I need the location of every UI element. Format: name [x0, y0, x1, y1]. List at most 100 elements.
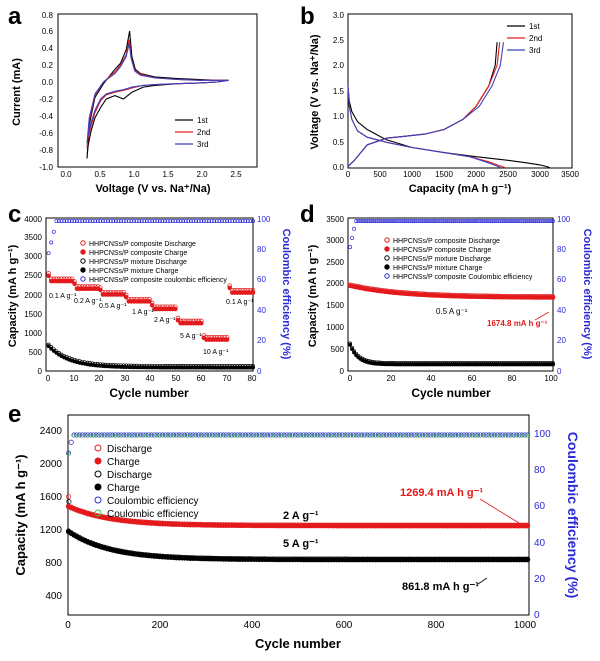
- legend-marker: [384, 255, 390, 261]
- coulombic-efficiency-point: [382, 219, 387, 224]
- coulombic-efficiency-point-alt: [238, 433, 242, 438]
- y-tick-b: 2.5: [333, 36, 345, 45]
- x-axis-label-e: Cycle number: [255, 636, 341, 651]
- rate-label-2A: 2 A g⁻¹: [283, 510, 319, 522]
- y2-tick-e: 20: [534, 574, 546, 585]
- series-group-a: [86, 30, 229, 159]
- y-tick-b: 2.0: [333, 61, 345, 70]
- coulombic-efficiency-point-alt: [105, 433, 110, 438]
- final-capacity-5A: 861.8 mA h g⁻¹: [402, 581, 479, 593]
- coulombic-efficiency-point: [229, 432, 235, 438]
- coulombic-efficiency-point: [217, 219, 222, 224]
- series-group-d: [347, 219, 556, 367]
- coulombic-efficiency-point: [126, 219, 131, 224]
- coulombic-efficiency-point: [129, 219, 134, 224]
- x-tick-a: 2.5: [230, 170, 242, 179]
- x-tick-d: 20: [387, 374, 396, 383]
- rate-label: 10 A g⁻¹: [203, 349, 229, 356]
- x-tick-e: 400: [244, 620, 261, 631]
- coulombic-efficiency-point: [186, 219, 191, 224]
- coulombic-efficiency-point-alt: [149, 433, 154, 438]
- y-tick-c: 1500: [24, 310, 42, 319]
- coulombic-efficiency-point: [491, 219, 496, 224]
- discharge-5A-point: [66, 499, 72, 505]
- y-tick-c: 0: [38, 367, 43, 376]
- legend-marker: [80, 276, 86, 282]
- coulombic-efficiency-point: [350, 235, 355, 240]
- coulombic-efficiency-point: [503, 219, 508, 224]
- y-axis-label-d: Capacity (mA h g⁻¹): [307, 244, 319, 347]
- y2-tick-c: 100: [257, 215, 271, 224]
- legend-label: 3rd: [529, 46, 541, 55]
- coulombic-efficiency-point: [284, 432, 290, 438]
- coulombic-efficiency-point-alt: [359, 433, 364, 438]
- x-tick-b: 1500: [435, 170, 453, 179]
- coulombic-efficiency-point-alt: [298, 433, 303, 438]
- coulombic-efficiency-point: [165, 219, 170, 224]
- coulombic-efficiency-point: [508, 219, 512, 224]
- x-axis-ticks-a: 0.0 0.5 1.0 1.5 2.0 2.5: [60, 170, 242, 179]
- y-tick-c: 1000: [24, 329, 42, 338]
- y-tick-b: 1.0: [333, 112, 345, 121]
- coulombic-efficiency-point: [144, 219, 149, 224]
- coulombic-efficiency-point: [378, 219, 383, 224]
- x-tick-c: 80: [248, 374, 257, 383]
- coulombic-efficiency-point: [101, 432, 107, 438]
- series-group-b: [347, 42, 550, 169]
- legend-label: 1st: [197, 116, 208, 125]
- coulombic-efficiency-point-alt: [503, 433, 508, 438]
- coulombic-efficiency-point: [267, 432, 273, 438]
- coulombic-efficiency-point-alt: [243, 433, 248, 438]
- coulombic-efficiency-point: [518, 219, 523, 224]
- coulombic-efficiency-point-alt: [155, 433, 159, 438]
- coulombic-efficiency-point-alt: [481, 433, 486, 438]
- coulombic-efficiency-point: [526, 219, 531, 224]
- y2-tick-c: 80: [257, 245, 266, 254]
- coulombic-efficiency-point: [505, 432, 511, 438]
- profile-curve-3rd: [347, 42, 505, 169]
- y2-tick-e: 100: [534, 429, 551, 440]
- coulombic-efficiency-point: [472, 432, 478, 438]
- y2-tick-e: 0: [534, 610, 540, 621]
- coulombic-efficiency-point-alt: [66, 451, 71, 456]
- x-tick-a: 0.0: [60, 170, 72, 179]
- coulombic-efficiency-point: [481, 219, 486, 224]
- y2-axis-label-d: Coulombic efficiency (%): [581, 229, 593, 360]
- composite-charge-point: [173, 306, 178, 312]
- coulombic-efficiency-point-alt: [177, 433, 182, 438]
- legend-label: 3rd: [197, 140, 209, 149]
- coulombic-efficiency-point: [212, 432, 218, 438]
- coulombic-efficiency-point: [103, 219, 108, 224]
- coulombic-efficiency-point: [137, 219, 142, 224]
- coulombic-efficiency-point: [450, 219, 455, 224]
- coulombic-efficiency-point: [289, 432, 296, 438]
- coulombic-efficiency-point: [108, 219, 113, 224]
- x-tick-d: 40: [427, 374, 436, 383]
- coulombic-efficiency-point: [489, 432, 495, 438]
- coulombic-efficiency-point: [306, 432, 312, 438]
- coulombic-efficiency-point-alt: [110, 433, 115, 438]
- coulombic-efficiency-point: [240, 432, 246, 438]
- coulombic-efficiency-point: [512, 219, 516, 224]
- y-tick-a: 0.4: [42, 44, 54, 53]
- y-tick-a: -1.0: [39, 163, 53, 172]
- coulombic-efficiency-point: [524, 219, 529, 224]
- coulombic-efficiency-point: [235, 219, 240, 224]
- coulombic-efficiency-point: [499, 219, 504, 224]
- coulombic-efficiency-point-alt: [337, 433, 342, 438]
- x-axis-ticks-d: 0 20 40 60 80 100: [348, 374, 558, 383]
- coulombic-efficiency-point: [88, 219, 92, 224]
- coulombic-efficiency-point: [461, 432, 467, 438]
- x-tick-b: 2500: [499, 170, 517, 179]
- coulombic-efficiency-point: [96, 432, 102, 438]
- x-tick-c: 0: [46, 374, 51, 383]
- y-tick-c: 2500: [24, 271, 42, 280]
- y2-tick-d: 60: [557, 275, 566, 284]
- coulombic-efficiency-point: [225, 219, 230, 224]
- coulombic-efficiency-point: [432, 219, 437, 224]
- coulombic-efficiency-point: [67, 219, 72, 224]
- coulombic-efficiency-point: [409, 219, 414, 224]
- coulombic-efficiency-point: [538, 219, 543, 224]
- coulombic-efficiency-point: [188, 219, 193, 224]
- y2-axis-ticks-c: 0 20 40 60 80 100: [257, 215, 271, 376]
